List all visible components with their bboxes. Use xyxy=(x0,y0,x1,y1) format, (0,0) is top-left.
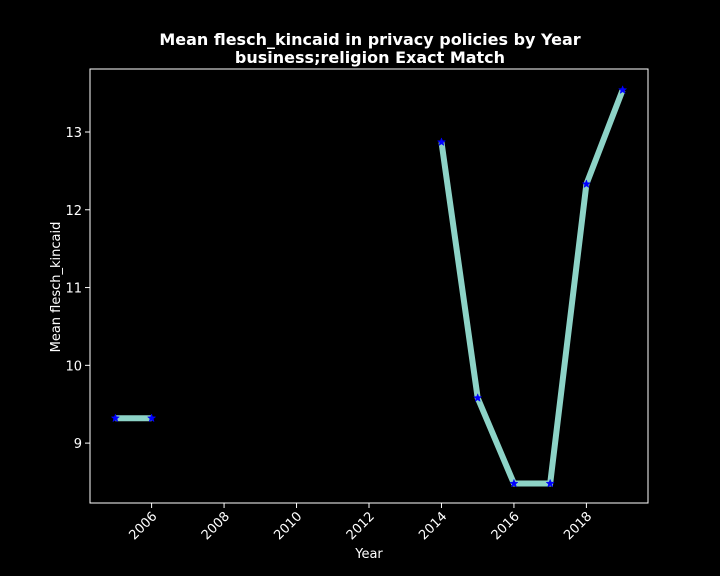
chart-title-line2: business;religion Exact Match xyxy=(235,48,505,67)
data-point-marker xyxy=(110,413,121,423)
data-point-marker xyxy=(545,478,555,488)
y-tick-label: 10 xyxy=(65,359,82,374)
y-tick-label: 13 xyxy=(65,126,82,141)
data-point-marker xyxy=(581,179,592,189)
data-point-marker xyxy=(146,413,157,423)
y-axis-label: Mean flesch_kincaid xyxy=(49,222,64,353)
y-tick-label: 9 xyxy=(74,437,82,452)
chart-title-line1: Mean flesch_kincaid in privacy policies … xyxy=(159,30,580,49)
x-axis-label: Year xyxy=(354,547,383,562)
y-tick-label: 11 xyxy=(65,282,82,297)
data-point-marker xyxy=(509,478,519,488)
y-tick-label: 12 xyxy=(65,204,82,219)
series-line xyxy=(438,88,626,487)
data-point-marker xyxy=(436,137,447,147)
data-point-marker xyxy=(617,85,628,94)
data-point-marker xyxy=(473,393,483,402)
